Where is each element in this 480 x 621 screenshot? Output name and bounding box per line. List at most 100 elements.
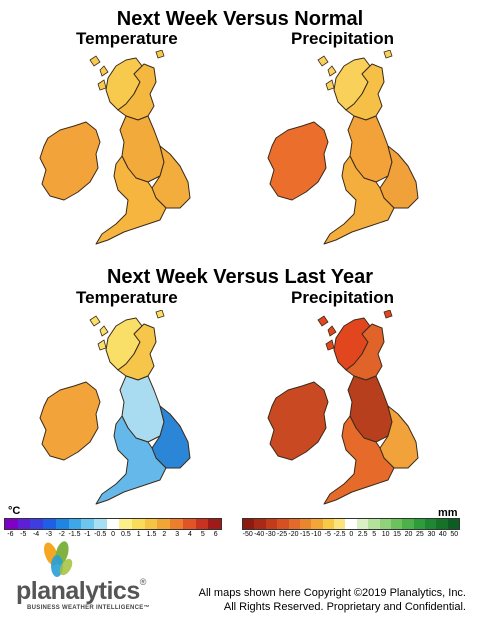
precipitation-swatch (402, 519, 414, 529)
planalytics-logo-icon (44, 541, 73, 577)
logo-wordmark: planalytics (16, 577, 140, 605)
precipitation-swatch (447, 519, 460, 529)
precipitation-tick-label: 5 (372, 531, 377, 538)
temperature-swatch (55, 519, 69, 529)
section2-title: Next Week Versus Last Year (106, 266, 374, 288)
temperature-tick-label: 5 (200, 531, 205, 538)
section2-temperature-label: Temperature (76, 288, 178, 307)
precipitation-swatch (390, 519, 403, 529)
copyright-notice: All maps shown here Copyright ©2019 Plan… (199, 586, 466, 614)
temperature-tick-label: -6 (7, 531, 14, 538)
temperature-unit: °C (8, 505, 21, 517)
temperature-tick-label: 1.5 (146, 531, 157, 538)
temperature-swatch (195, 519, 209, 529)
precipitation-tick-label: 10 (381, 531, 390, 538)
map-region-ireland (39, 121, 101, 201)
temperature-swatch (106, 519, 120, 529)
temperature-tick-label: 0 (111, 531, 115, 538)
precipitation-swatch (311, 519, 323, 529)
precipitation-tick-label: -25 (276, 531, 288, 538)
temperature-swatch (30, 519, 44, 529)
temperature-swatch (182, 519, 196, 529)
temperature-tick-label: 6 (213, 531, 218, 538)
precipitation-tick-label: -50 (242, 531, 253, 538)
precipitation-swatch (379, 519, 391, 529)
precipitation-tick-label: -20 (288, 531, 299, 538)
temperature-swatch (119, 519, 133, 529)
temperature-swatch (17, 519, 31, 529)
precipitation-swatch (299, 519, 312, 529)
copyright-line-1: All maps shown here Copyright ©2019 Plan… (198, 587, 466, 599)
map-island (89, 315, 101, 327)
map-region-south (323, 415, 395, 505)
section1-precipitation-label: Precipitation (291, 29, 394, 48)
precipitation-tick-label: -2.5 (333, 531, 346, 538)
temperature-swatch (5, 519, 18, 529)
logo-trademark: ® (139, 577, 147, 587)
temperature-tick-label: 2 (162, 531, 167, 538)
map-island (99, 65, 109, 77)
map-island (383, 50, 393, 59)
temperature-tick-label: 1 (136, 531, 141, 538)
temperature-swatch (81, 519, 94, 529)
precipitation-swatch (436, 519, 448, 529)
map-island (327, 65, 337, 77)
temperature-swatch (144, 519, 158, 529)
precipitation-swatch (356, 519, 369, 529)
map-region-ireland (267, 381, 329, 461)
temperature-tick-label: 3 (175, 531, 180, 538)
logo-tagline: BUSINESS WEATHER INTELLIGENCE™ (27, 605, 150, 611)
map-region-midlands (119, 375, 165, 443)
map-region-south (95, 155, 167, 245)
precipitation-scale-ticks: -50 -40 -30 -25 -20 -15 -10 -5 -2.5 0 2.5 5 10 15 20 25… (242, 531, 460, 538)
map-island (317, 55, 329, 67)
precipitation-swatch (334, 519, 346, 529)
map-lastyear-precipitation (267, 310, 419, 505)
precipitation-tick-label: -15 (299, 531, 310, 538)
precipitation-swatch (254, 519, 266, 529)
map-region-east (379, 145, 419, 209)
precipitation-color-bar (242, 518, 460, 530)
map-island (327, 325, 337, 337)
map-normal-temperature (39, 50, 191, 245)
temperature-tick-label: -5 (20, 531, 27, 538)
map-region-south (95, 415, 167, 505)
map-lastyear-temperature (39, 310, 191, 505)
temperature-scale-ticks: -6 -5 -4 -3 -2 -1.5 -1 -0.5 0 0.5 1 1.5 2 3 4 5 6 (4, 531, 222, 538)
precipitation-swatch (322, 519, 334, 529)
temperature-tick-label: 0.5 (121, 531, 131, 538)
temperature-tick-label: 4 (188, 531, 192, 538)
section1-title: Next Week Versus Normal (116, 8, 364, 30)
precipitation-swatch (243, 519, 255, 529)
precipitation-swatch (288, 519, 300, 529)
map-region-east (151, 405, 191, 469)
temperature-swatch (208, 519, 221, 529)
precipitation-tick-label: -40 (254, 531, 265, 538)
planalytics-logo: planalytics® (16, 577, 146, 606)
temperature-tick-label: -1 (84, 531, 91, 538)
map-region-east (379, 405, 419, 469)
map-island (383, 310, 393, 319)
precipitation-tick-label: -5 (324, 531, 331, 538)
map-island (99, 325, 109, 337)
map-island (155, 50, 165, 59)
temperature-swatch (170, 519, 183, 529)
temperature-swatch (132, 519, 145, 529)
precipitation-tick-label: 15 (393, 531, 401, 538)
temperature-swatch (93, 519, 107, 529)
precipitation-tick-label: -30 (265, 531, 276, 538)
map-region-midlands (347, 375, 393, 443)
map-island (317, 315, 329, 327)
precipitation-swatch (368, 519, 380, 529)
section1-temperature-label: Temperature (76, 29, 178, 48)
precipitation-swatch (345, 519, 357, 529)
map-island (89, 55, 101, 67)
temperature-color-bar (4, 518, 222, 530)
map-island (325, 339, 335, 351)
precipitation-tick-label: 20 (404, 531, 413, 538)
temperature-tick-label: -3 (45, 531, 53, 538)
precipitation-swatch (425, 519, 437, 529)
precipitation-swatch (413, 519, 425, 529)
temperature-swatch (43, 519, 56, 529)
temperature-tick-label: -1.5 (68, 531, 81, 538)
